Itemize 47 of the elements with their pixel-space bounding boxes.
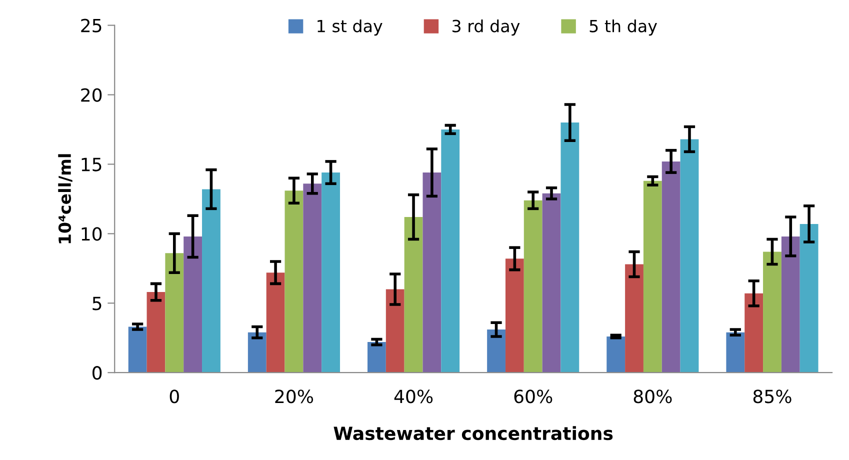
bar bbox=[487, 330, 506, 373]
bar bbox=[505, 258, 524, 373]
bar bbox=[284, 190, 304, 373]
legend-label: 3 rd day bbox=[452, 19, 520, 36]
bar bbox=[560, 122, 580, 373]
bar bbox=[368, 342, 386, 373]
bar bbox=[744, 293, 764, 373]
x-tick-label: 80% bbox=[634, 390, 672, 404]
bar bbox=[441, 129, 460, 373]
bar bbox=[422, 172, 442, 373]
y-axis-title: 10⁴cell/ml bbox=[58, 154, 72, 244]
bar bbox=[800, 224, 818, 373]
x-axis-title: Wastewater concentrations bbox=[334, 426, 613, 440]
bar bbox=[726, 332, 745, 373]
y-tick-label: 5 bbox=[92, 296, 102, 310]
x-tick-label: 20% bbox=[275, 390, 314, 404]
y-tick-label: 0 bbox=[92, 366, 102, 380]
legend-label: 1 st day bbox=[318, 19, 382, 36]
bar bbox=[146, 292, 166, 373]
y-tick-label: 25 bbox=[81, 18, 102, 32]
bar bbox=[404, 217, 423, 373]
bar bbox=[303, 184, 322, 373]
bar bbox=[128, 326, 147, 373]
bar bbox=[763, 252, 782, 373]
bar bbox=[266, 272, 285, 373]
y-tick-label: 10 bbox=[82, 227, 102, 241]
bar bbox=[680, 139, 699, 373]
bar bbox=[165, 253, 184, 373]
x-tick-label: 85% bbox=[753, 390, 792, 404]
y-tick-label: 20 bbox=[81, 88, 102, 102]
y-tick-label: 15 bbox=[82, 158, 102, 172]
bar bbox=[386, 289, 404, 373]
bar bbox=[606, 336, 626, 373]
bar bbox=[643, 180, 662, 373]
bar bbox=[202, 189, 220, 373]
bar bbox=[542, 193, 561, 373]
x-tick-label: 60% bbox=[514, 390, 552, 404]
bar bbox=[524, 200, 542, 373]
bar bbox=[662, 161, 680, 373]
bar bbox=[781, 236, 800, 373]
legend-label: 5 th day bbox=[590, 19, 657, 36]
bar bbox=[184, 236, 202, 373]
bar bbox=[322, 172, 340, 373]
bar bbox=[248, 332, 266, 373]
bar bbox=[625, 264, 644, 373]
x-tick-label: 40% bbox=[394, 390, 433, 404]
x-tick-label: 0 bbox=[170, 390, 179, 404]
